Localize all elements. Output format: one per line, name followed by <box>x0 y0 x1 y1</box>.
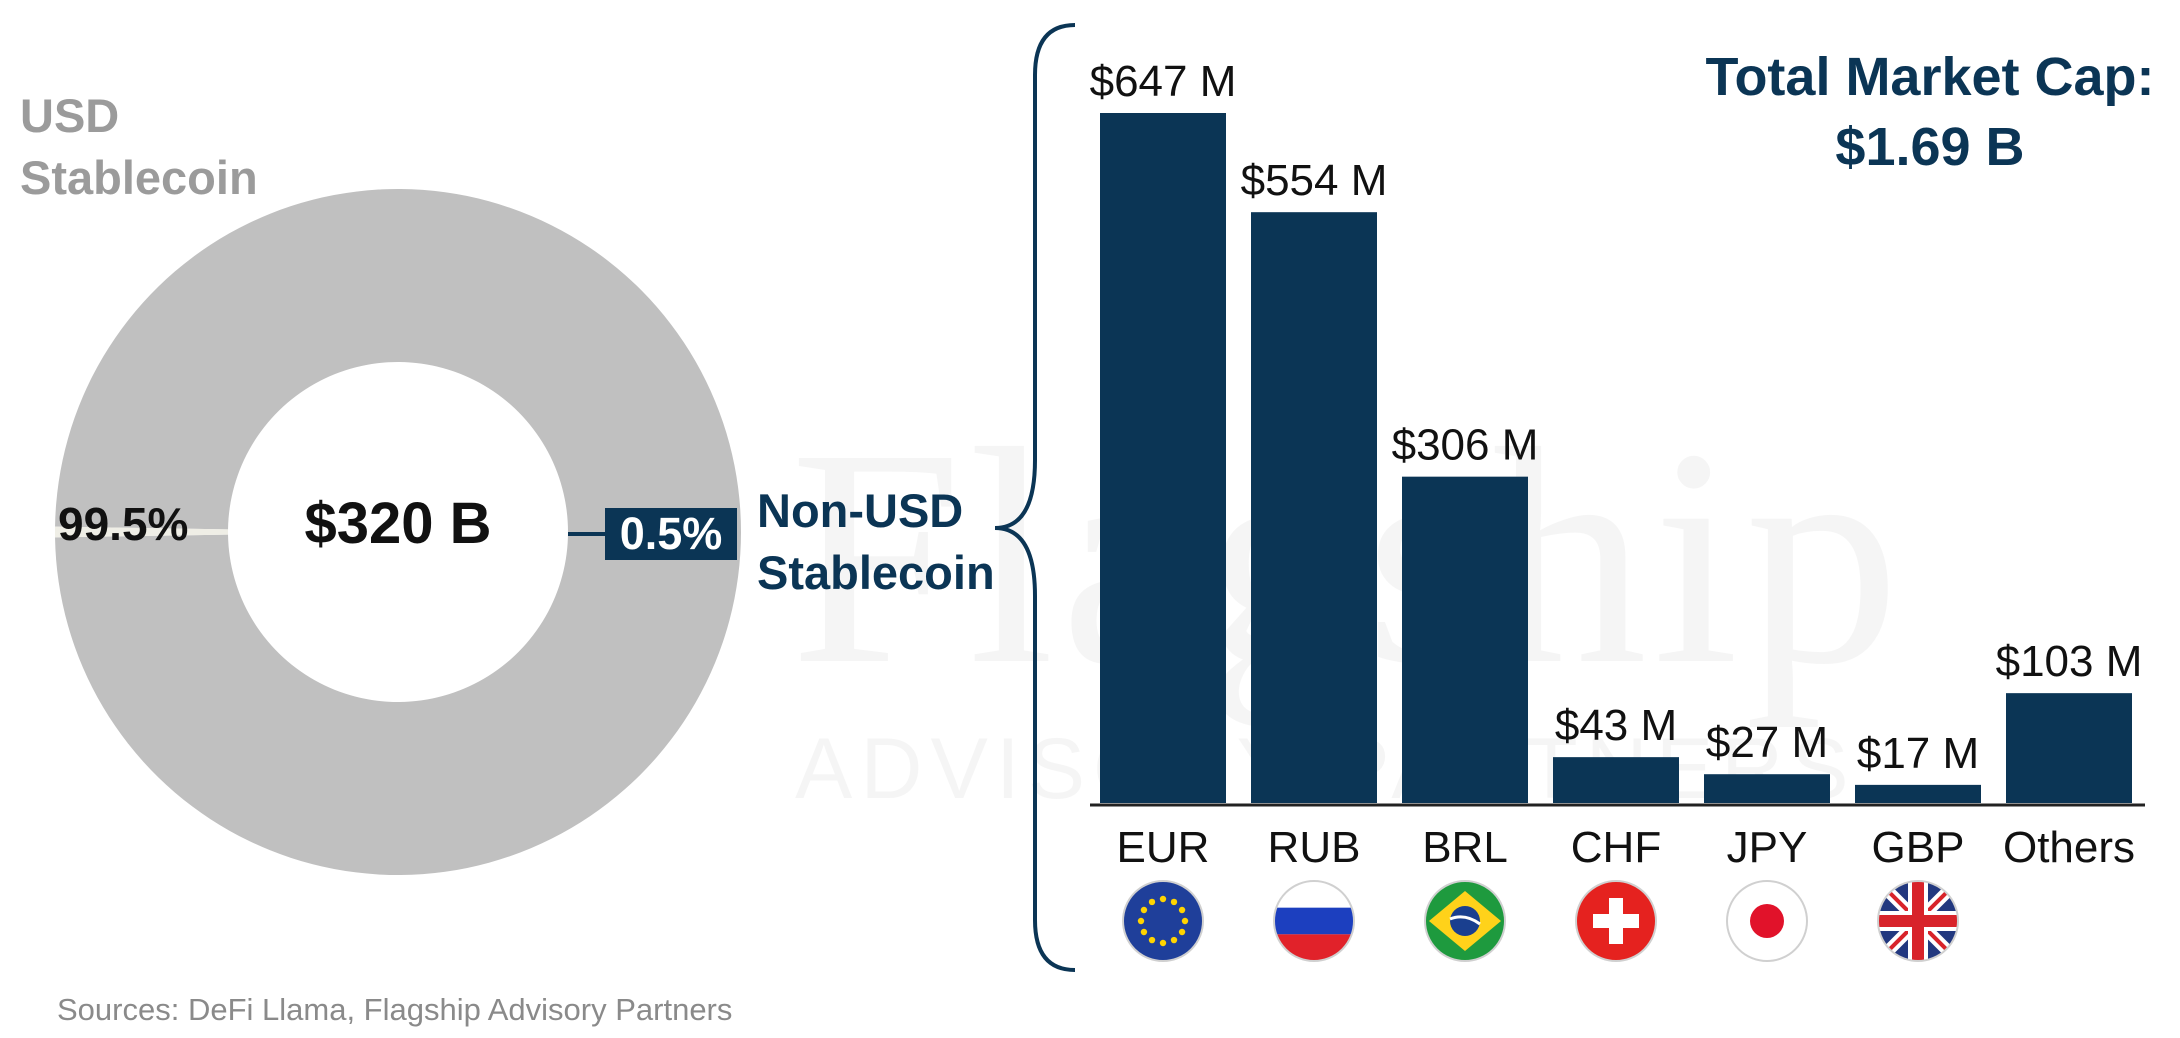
category-label: EUR <box>1117 823 1210 872</box>
bar-rub <box>1251 212 1377 803</box>
uk-flag-icon <box>1878 881 1958 961</box>
category-label: RUB <box>1268 823 1361 872</box>
donut-slice-usd <box>55 188 742 875</box>
usd-stablecoin-label: USD Stablecoin <box>20 89 258 204</box>
bar-value-label: $647 M <box>1090 57 1237 106</box>
category-label: JPY <box>1727 823 1808 872</box>
non-usd-percentage-badge: 0.5% <box>605 508 737 560</box>
category-label: Others <box>2003 823 2135 872</box>
bar-value-label: $27 M <box>1706 718 1828 767</box>
non-usd-stablecoin-label: Non-USD Stablecoin <box>757 484 995 599</box>
bar-eur <box>1100 113 1226 803</box>
donut-slice-non-usd <box>54 526 229 538</box>
bar-value-label: $554 M <box>1241 156 1388 205</box>
eu-flag-icon <box>1123 881 1203 961</box>
bar-chart: $647 M EUR $554 M RUB $306 M BRL $43 M CHF $27 M… <box>1090 57 2143 872</box>
total-market-cap-title: Total Market Cap: <box>1705 47 2155 107</box>
bar-jpy <box>1704 774 1830 803</box>
switzerland-flag-icon <box>1576 881 1656 961</box>
japan-flag-icon <box>1727 881 1807 961</box>
donut-chart <box>54 188 742 875</box>
bar-others <box>2006 693 2132 803</box>
bar-chf <box>1553 757 1679 803</box>
curly-brace <box>994 23 1076 972</box>
usd-percentage-label: 99.5% <box>58 498 189 550</box>
bar-value-label: $306 M <box>1392 421 1539 470</box>
bar-value-label: $103 M <box>1996 637 2143 686</box>
bar-brl <box>1402 476 1528 803</box>
category-label: CHF <box>1571 823 1661 872</box>
total-market-cap-value: $1.69 B <box>1835 117 2025 177</box>
bar-gbp <box>1855 784 1981 803</box>
category-label: GBP <box>1872 823 1965 872</box>
category-label: BRL <box>1422 823 1508 872</box>
total-market-cap: Total Market Cap: $1.69 B <box>1665 42 2180 182</box>
source-note: Sources: DeFi Llama, Flagship Advisory P… <box>57 992 733 1027</box>
donut-center-value: $320 B <box>304 491 492 556</box>
bar-value-label: $43 M <box>1555 701 1677 750</box>
flag-row <box>1122 880 1959 962</box>
bar-value-label: $17 M <box>1857 729 1979 778</box>
brazil-flag-icon <box>1425 881 1505 961</box>
